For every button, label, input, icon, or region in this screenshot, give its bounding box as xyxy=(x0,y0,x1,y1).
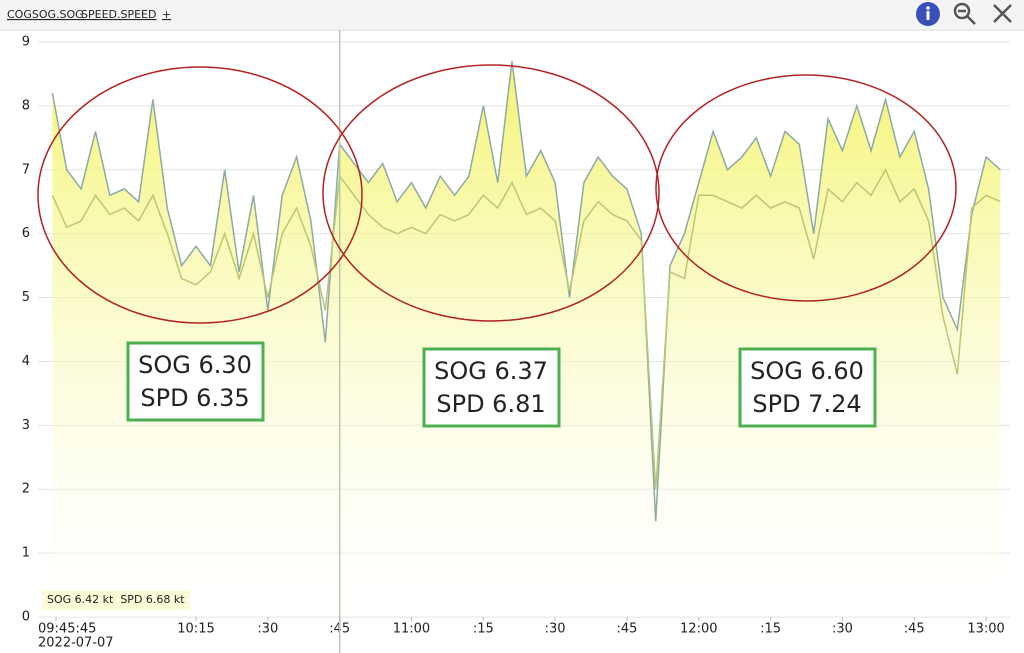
add-tab[interactable]: + xyxy=(162,8,171,21)
x-tick-label: 12:00 xyxy=(680,622,717,637)
y-tick-label: 3 xyxy=(22,418,30,433)
x-date-label: 2022-07-07 xyxy=(38,636,114,651)
y-tick-label: 8 xyxy=(22,98,30,113)
x-tick-label: :45 xyxy=(904,622,925,637)
readout: SOG 6.42 kt SPD 6.68 kt xyxy=(47,593,185,606)
highlight-ellipse xyxy=(322,64,660,322)
annotation-text: SOG 6.37 xyxy=(434,357,548,385)
annotation-text: SPD 6.35 xyxy=(140,384,249,412)
y-tick-label: 6 xyxy=(22,226,30,241)
series-line xyxy=(51,61,1001,522)
y-tick-label: 9 xyxy=(22,35,30,50)
annotation-text: SPD 7.24 xyxy=(752,390,861,418)
tab[interactable]: COGSOG.SOG xyxy=(7,8,84,21)
annotation-box xyxy=(126,341,265,422)
x-tick-label: :15 xyxy=(473,622,494,637)
y-tick-label: 0 xyxy=(22,610,30,625)
annotation-text: SOG 6.30 xyxy=(138,351,252,379)
toolbar xyxy=(0,0,1024,30)
highlight-ellipse xyxy=(37,66,363,324)
annotation-box xyxy=(422,347,561,428)
info-button[interactable] xyxy=(916,2,940,26)
x-tick-label: 09:45:45 xyxy=(38,622,96,637)
tab[interactable]: SPEED.SPEED xyxy=(81,8,156,21)
annotation-box xyxy=(738,347,877,428)
x-tick-label: :30 xyxy=(832,622,853,637)
x-tick-label: 13:00 xyxy=(967,622,1004,637)
annotation-text: SPD 6.81 xyxy=(436,390,545,418)
x-tick-label: 10:15 xyxy=(177,622,214,637)
x-tick-label: :30 xyxy=(257,622,278,637)
y-tick-label: 4 xyxy=(22,354,30,369)
x-tick-label: :45 xyxy=(616,622,637,637)
x-tick-label: :30 xyxy=(545,622,566,637)
zoom-out-button[interactable] xyxy=(953,2,976,25)
readout-box xyxy=(42,590,190,610)
area xyxy=(52,61,1001,617)
series-line xyxy=(51,168,1001,490)
x-tick-label: 11:00 xyxy=(393,622,430,637)
close-button[interactable] xyxy=(993,4,1012,23)
highlight-ellipse xyxy=(655,74,957,302)
y-tick-label: 7 xyxy=(22,162,30,177)
y-tick-label: 1 xyxy=(22,546,30,561)
annotation-text: SOG 6.60 xyxy=(750,357,864,385)
y-tick-label: 5 xyxy=(22,290,30,305)
plot: 0 1 2 3 4 5 6 7 8 9 09:45:45 10:15 :30 :45 11:00 :15 :30… xyxy=(22,30,1010,653)
y-tick-label: 2 xyxy=(22,482,30,497)
x-tick-label: :15 xyxy=(760,622,781,637)
